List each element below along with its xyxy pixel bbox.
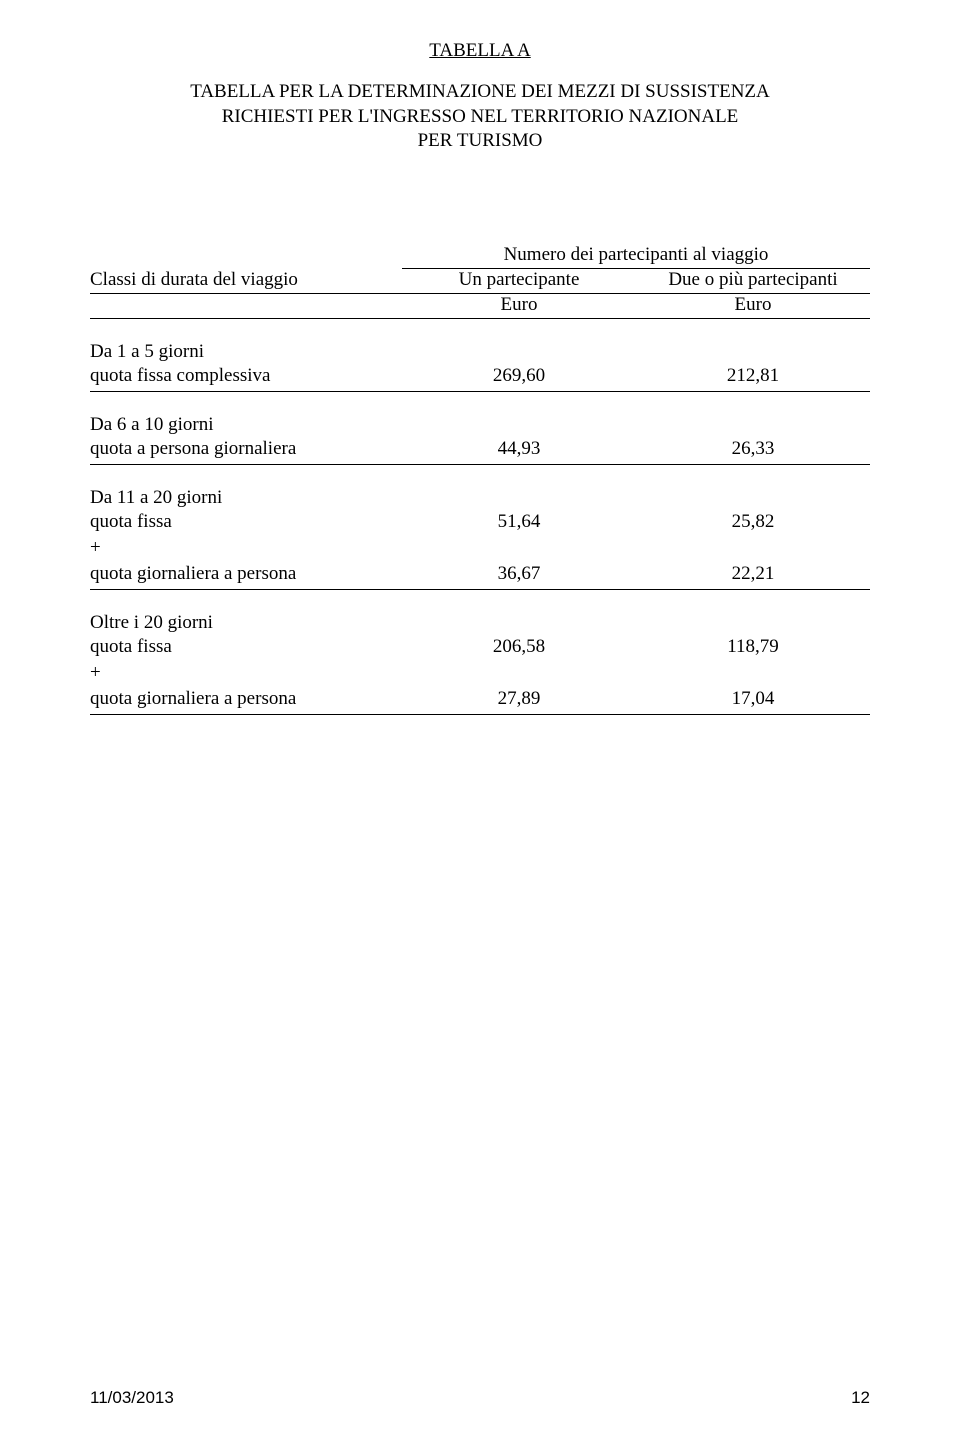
row-value-multi bbox=[636, 537, 870, 559]
row-value-multi bbox=[636, 662, 870, 684]
row-value-single: 36,67 bbox=[402, 563, 636, 585]
table-title: TABELLA A bbox=[90, 40, 870, 62]
row-value-multi: 118,79 bbox=[636, 636, 870, 658]
row-label: quota fissa complessiva bbox=[90, 365, 402, 387]
header-row-2: Classi di durata del viaggio Un partecip… bbox=[90, 269, 870, 294]
table-row: quota fissa206,58118,79 bbox=[90, 636, 870, 662]
table-row: quota a persona giornaliera44,9326,33 bbox=[90, 438, 870, 464]
header-right: Due o più partecipanti bbox=[636, 269, 870, 294]
section-title: Da 6 a 10 giorni bbox=[90, 414, 870, 436]
row-value-multi: 212,81 bbox=[636, 365, 870, 387]
header-merged: Numero dei partecipanti al viaggio bbox=[402, 244, 870, 269]
table-section: Da 6 a 10 giorniquota a persona giornali… bbox=[90, 414, 870, 465]
row-value-single: 44,93 bbox=[402, 438, 636, 460]
row-value-single: 269,60 bbox=[402, 365, 636, 387]
sections-host: Da 1 a 5 giorniquota fissa complessiva26… bbox=[90, 341, 870, 715]
section-title: Da 1 a 5 giorni bbox=[90, 341, 870, 363]
subtitle-line-2: RICHIESTI PER L'INGRESSO NEL TERRITORIO … bbox=[90, 105, 870, 130]
row-value-multi: 25,82 bbox=[636, 511, 870, 533]
table-section: Da 1 a 5 giorniquota fissa complessiva26… bbox=[90, 341, 870, 392]
table-row: + bbox=[90, 662, 870, 688]
row-value-single: 206,58 bbox=[402, 636, 636, 658]
title-block: TABELLA A TABELLA PER LA DETERMINAZIONE … bbox=[90, 40, 870, 154]
page: TABELLA A TABELLA PER LA DETERMINAZIONE … bbox=[0, 0, 960, 1438]
row-label: quota a persona giornaliera bbox=[90, 438, 402, 460]
table-row: quota fissa complessiva269,60212,81 bbox=[90, 365, 870, 391]
row-label: + bbox=[90, 537, 402, 559]
header-spacer bbox=[90, 244, 402, 269]
footer-page: 12 bbox=[851, 1388, 870, 1408]
row-value-single bbox=[402, 662, 636, 684]
row-value-multi: 26,33 bbox=[636, 438, 870, 460]
section-title: Da 11 a 20 giorni bbox=[90, 487, 870, 509]
subtitle-line-3: PER TURISMO bbox=[90, 129, 870, 154]
table-section: Da 11 a 20 giorniquota fissa51,6425,82+q… bbox=[90, 487, 870, 590]
row-value-single: 51,64 bbox=[402, 511, 636, 533]
header-row-1: Numero dei partecipanti al viaggio bbox=[90, 244, 870, 269]
table-row: quota fissa51,6425,82 bbox=[90, 511, 870, 537]
data-table: Numero dei partecipanti al viaggio Class… bbox=[90, 244, 870, 715]
table-row: + bbox=[90, 537, 870, 563]
section-title: Oltre i 20 giorni bbox=[90, 612, 870, 634]
row-value-single bbox=[402, 537, 636, 559]
row-value-multi: 17,04 bbox=[636, 688, 870, 710]
table-row: quota giornaliera a persona27,8917,04 bbox=[90, 688, 870, 714]
subtitle-line-1: TABELLA PER LA DETERMINAZIONE DEI MEZZI … bbox=[90, 80, 870, 105]
row-value-single: 27,89 bbox=[402, 688, 636, 710]
table-row: quota giornaliera a persona36,6722,21 bbox=[90, 563, 870, 589]
header-unit-spacer bbox=[90, 294, 402, 319]
header-left: Classi di durata del viaggio bbox=[90, 269, 402, 294]
table-section: Oltre i 20 giorniquota fissa206,58118,79… bbox=[90, 612, 870, 715]
row-label: quota giornaliera a persona bbox=[90, 688, 402, 710]
row-label: quota fissa bbox=[90, 511, 402, 533]
page-footer: 11/03/2013 12 bbox=[90, 1388, 870, 1408]
footer-date: 11/03/2013 bbox=[90, 1388, 174, 1408]
header-row-units: Euro Euro bbox=[90, 294, 870, 319]
row-value-multi: 22,21 bbox=[636, 563, 870, 585]
header-mid: Un partecipante bbox=[402, 269, 636, 294]
row-label: quota fissa bbox=[90, 636, 402, 658]
header-unit-mid: Euro bbox=[402, 294, 636, 319]
row-label: + bbox=[90, 662, 402, 684]
row-label: quota giornaliera a persona bbox=[90, 563, 402, 585]
header-unit-right: Euro bbox=[636, 294, 870, 319]
